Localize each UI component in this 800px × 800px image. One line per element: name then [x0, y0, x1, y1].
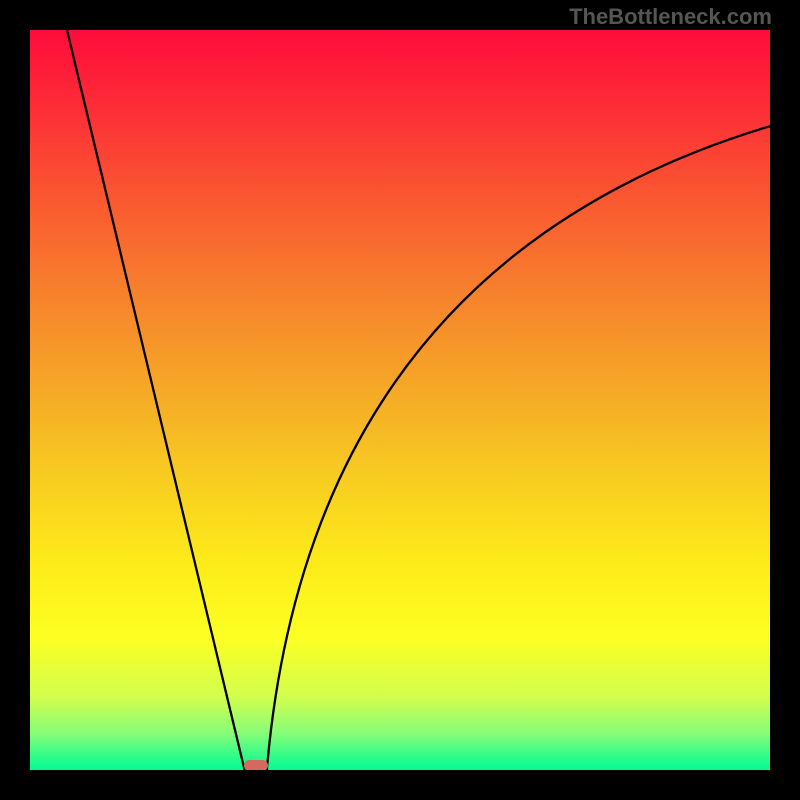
- watermark-text: TheBottleneck.com: [569, 4, 772, 30]
- bottleneck-curve: [30, 30, 770, 770]
- optimum-marker: [244, 760, 268, 770]
- chart-plot-area: [30, 30, 770, 770]
